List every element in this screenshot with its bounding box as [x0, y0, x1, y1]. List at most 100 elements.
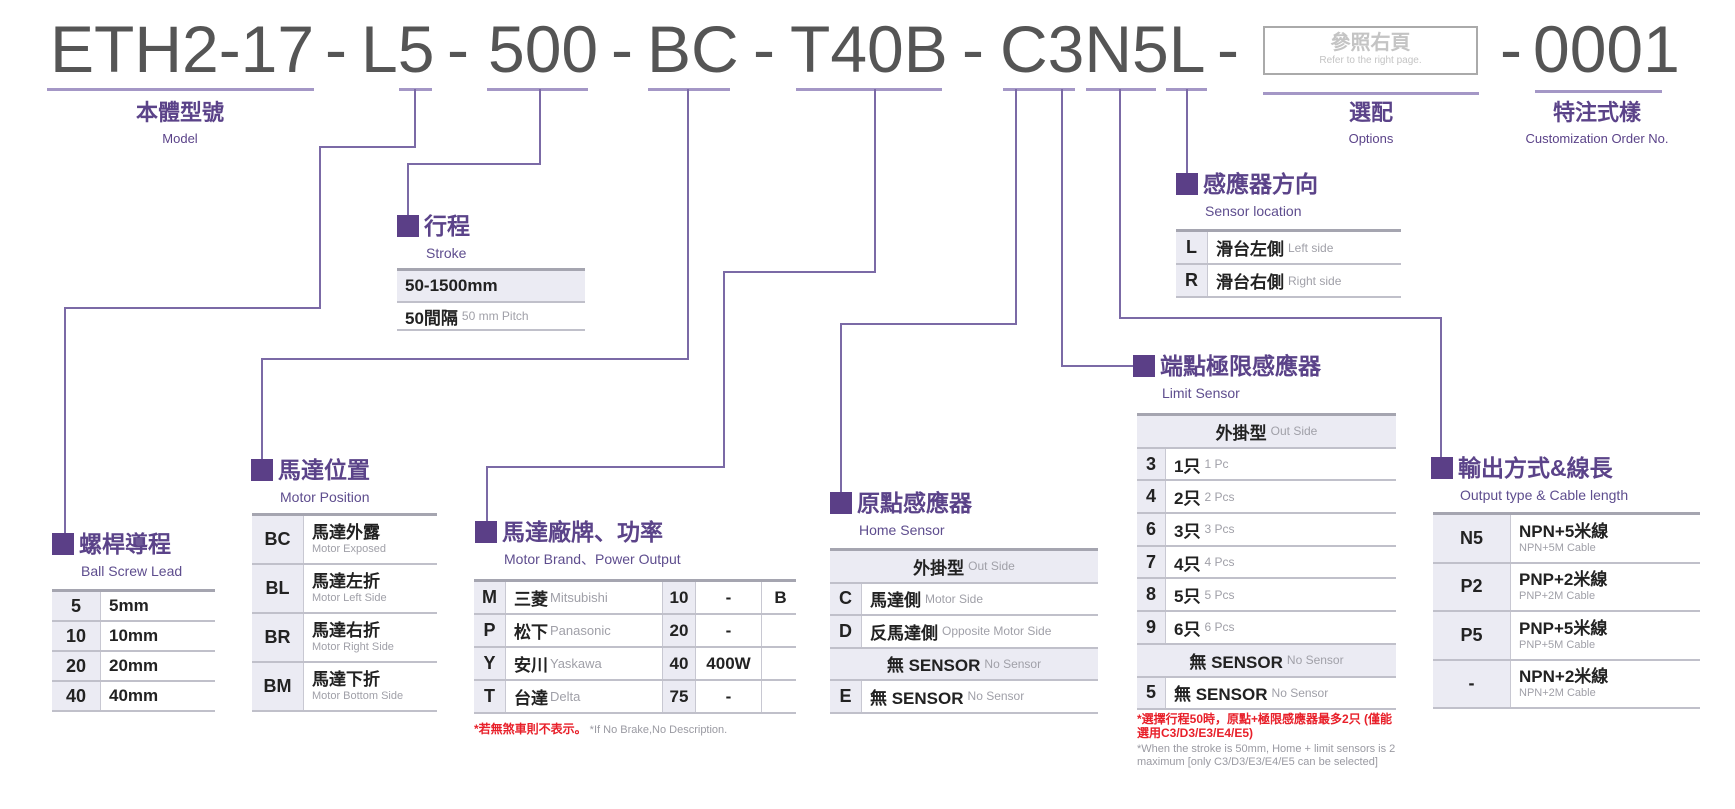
row-content: NPN+5米線 NPN+5M Cable: [1511, 515, 1700, 562]
row-code: 40: [52, 682, 101, 710]
row-code: 3: [1137, 448, 1166, 480]
row-content: 5只 5 Pcs: [1166, 579, 1396, 610]
label-options-zh: 選配: [1348, 100, 1393, 125]
brake-code: [762, 615, 799, 646]
underline-custom: [1535, 90, 1662, 93]
row-code: 6: [1137, 514, 1166, 545]
table-row: L 滑台左側 Left side: [1176, 232, 1401, 265]
row-content: 滑台右側 Right side: [1208, 265, 1401, 296]
brand-name-zh: 安川: [514, 656, 548, 675]
underline-model: [47, 88, 314, 91]
table-row: - NPN+2米線 NPN+2M Cable: [1433, 660, 1700, 709]
brand-name-en: Mitsubishi: [550, 590, 608, 605]
table-row: D 反馬達側 Opposite Motor Side: [830, 616, 1098, 649]
square-bullet-icon: [397, 215, 419, 237]
row-label-zh: 50-1500mm: [405, 276, 498, 295]
label-custom: 特注式樣 Customization Order No.: [1497, 100, 1697, 148]
table-row: 7 4只 4 Pcs: [1137, 546, 1396, 580]
square-bullet-icon: [1431, 457, 1453, 479]
row-label-zh: 馬達側: [870, 591, 921, 611]
row-code: BL: [252, 565, 304, 612]
options-box-zh: 參照右頁: [1330, 32, 1411, 54]
square-bullet-icon: [251, 459, 273, 481]
power-output: -: [696, 681, 762, 712]
code-separator: -: [325, 12, 347, 86]
table-row: R 滑台右側 Right side: [1176, 265, 1401, 298]
row-code: 10: [52, 622, 101, 650]
power-output: -: [696, 615, 762, 646]
options-box-en: Refer to the right page.: [1319, 55, 1422, 66]
row-label-zh: 馬達外露: [312, 523, 380, 542]
options-placeholder-box: 參照右頁 Refer to the right page.: [1263, 26, 1478, 75]
label-custom-zh: 特注式樣: [1552, 100, 1641, 125]
row-label-en: 2 Pcs: [1204, 489, 1235, 504]
table-row: T 台達 Delta 75-: [474, 681, 796, 714]
square-bullet-icon: [1176, 173, 1198, 195]
row-label-en: Motor Bottom Side: [312, 690, 404, 702]
row-code: 9: [1137, 612, 1166, 643]
row-code: P: [474, 615, 506, 646]
row-content: 20mm: [101, 652, 215, 680]
section-subtitle: Home Sensor: [859, 522, 945, 538]
connector-output: [1119, 89, 1442, 457]
square-bullet-icon: [830, 492, 852, 514]
table-group-header: 外掛型 Out Side: [830, 551, 1098, 584]
label-options: 選配 Options: [1321, 100, 1421, 148]
row-label-zh: 無 SENSOR: [886, 656, 981, 676]
power-code: 10: [663, 582, 696, 613]
code-separator: -: [447, 12, 469, 86]
row-label-en: Opposite Motor Side: [942, 624, 1052, 639]
code-sensors: C3N5L: [1000, 12, 1206, 86]
section-title: 馬達廠牌、功率: [502, 519, 663, 545]
row-code: 7: [1137, 546, 1166, 578]
row-label-zh: 50間隔: [405, 308, 458, 328]
row-label-en: 3 Pcs: [1204, 522, 1235, 537]
row-label-en: Out Side: [968, 559, 1015, 574]
section-title: 感應器方向: [1203, 171, 1318, 197]
row-content: 無 SENSOR No Sensor: [1166, 678, 1396, 709]
row-label-zh: 外掛型: [913, 558, 965, 578]
row-label-en: No Sensor: [1271, 685, 1329, 700]
table-row: 5 5mm: [52, 592, 215, 622]
brand-name-zh: 松下: [514, 623, 548, 642]
code-separator: -: [1217, 12, 1239, 86]
table-row: M 三菱 Mitsubishi 10- B: [474, 582, 796, 615]
section-subtitle: Ball Screw Lead: [81, 563, 183, 579]
row-label-zh: 滑台左側: [1216, 240, 1284, 259]
row-code: 4: [1137, 481, 1166, 513]
power-output: 400W: [696, 648, 762, 679]
code-motor-position: BC: [647, 12, 739, 86]
row-label-zh: 20mm: [109, 656, 159, 675]
brake-code: B: [774, 587, 787, 607]
row-content: 無 SENSOR No Sensor: [862, 681, 1098, 712]
row-content: 外掛型 Out Side: [1137, 416, 1396, 447]
row-code: 8: [1137, 579, 1166, 611]
underline-options: [1263, 92, 1479, 95]
section-note: *選擇行程50時，原點+極限感應器最多2只 (僅能選用C3/D3/E3/E4/E…: [1137, 712, 1396, 769]
table-row: 50間隔 50 mm Pitch: [397, 303, 585, 331]
power-code: 75: [663, 681, 696, 712]
square-bullet-icon: [1133, 355, 1155, 377]
row-code: T: [474, 681, 506, 712]
row-label-zh: 滑台右側: [1216, 273, 1284, 292]
row-label-en: 50 mm Pitch: [461, 309, 529, 323]
row-content: 馬達側 Motor Side: [862, 584, 1098, 615]
underline-motor-brand: [796, 88, 942, 91]
row-content: 反馬達側 Opposite Motor Side: [862, 616, 1098, 647]
row-label-en: Right side: [1288, 273, 1342, 288]
row-label-en: Motor Left Side: [312, 592, 387, 604]
square-bullet-icon: [52, 533, 74, 555]
row-content: 3只 3 Pcs: [1166, 514, 1396, 545]
option-table: BC 馬達外露 Motor Exposed BL 馬達左折 Motor Left Side…: [252, 513, 437, 712]
option-table: 外掛型 Out Side C 馬達側 Motor Side D 反馬達側 Opposite M…: [830, 548, 1098, 714]
power-code: 20: [663, 615, 696, 646]
row-code: Y: [474, 648, 506, 679]
row-label-zh: NPN+2米線: [1519, 667, 1609, 687]
option-table: L 滑台左側 Left side R 滑台右側 Right side: [1176, 229, 1401, 298]
section-title: 輸出方式&線長: [1458, 455, 1613, 481]
connector-limit-sensor: [1061, 89, 1133, 367]
row-label-zh: 3只: [1174, 521, 1201, 541]
row-code: D: [830, 616, 862, 647]
row-content: 5mm: [101, 592, 215, 620]
